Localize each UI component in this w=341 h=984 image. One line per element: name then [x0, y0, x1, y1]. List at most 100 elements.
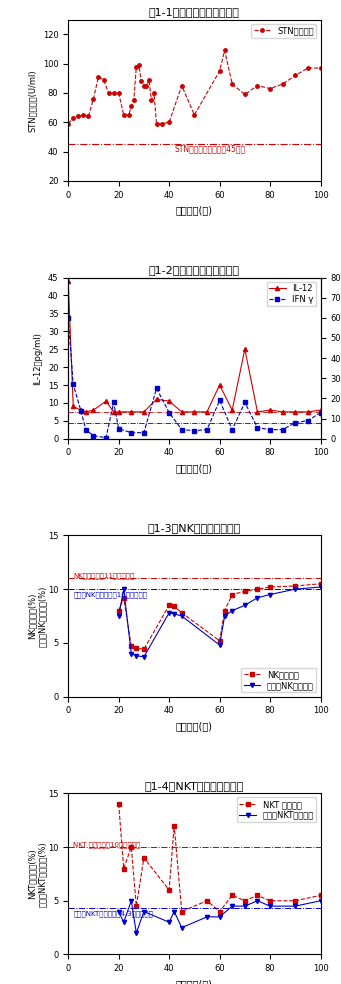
- NKT 細胞比率: [122, 863, 126, 875]
- 活性化NK細胞比率: [223, 610, 227, 622]
- Y-axis label: IL-12（pg/ml): IL-12（pg/ml): [33, 332, 42, 385]
- 活性化NK細胞比率: [180, 610, 184, 622]
- NKT 細胞比率: [318, 890, 323, 901]
- 活性化NKT細胞比率: [205, 911, 209, 923]
- IFN γ: [71, 379, 75, 391]
- 活性化NKT細胞比率: [268, 900, 272, 912]
- X-axis label: 治療期間(月): 治療期間(月): [176, 205, 213, 215]
- IFN γ: [112, 397, 116, 408]
- NK細胞比率: [129, 641, 133, 652]
- IFN γ: [192, 425, 196, 437]
- NK細胞比率: [268, 582, 272, 593]
- IFN γ: [306, 414, 310, 426]
- 活性化NKT細胞比率: [255, 894, 260, 906]
- IL-12: [117, 406, 121, 418]
- IL-12: [71, 400, 75, 412]
- NK細胞比率: [172, 600, 176, 612]
- X-axis label: 治療期間(月): 治療期間(月): [176, 979, 213, 984]
- NKT 細胞比率: [180, 905, 184, 917]
- IL-12: [293, 406, 297, 418]
- IL-12: [255, 406, 260, 418]
- IFN γ: [293, 416, 297, 428]
- 活性化NK細胞比率: [167, 607, 171, 619]
- IL-12: [205, 406, 209, 418]
- IFN γ: [129, 427, 133, 439]
- Line: NK細胞比率: NK細胞比率: [117, 582, 323, 651]
- 活性化NKT細胞比率: [243, 900, 247, 912]
- NKT 細胞比率: [218, 905, 222, 917]
- NK細胞比率: [223, 605, 227, 617]
- IFN γ: [230, 424, 234, 436]
- NK細胞比率: [122, 591, 126, 603]
- NKT 細胞比率: [243, 894, 247, 906]
- Line: IFN γ: IFN γ: [66, 316, 322, 440]
- NKT 細胞比率: [129, 841, 133, 853]
- NKT 細胞比率: [167, 884, 171, 895]
- NK細胞比率: [180, 607, 184, 619]
- 活性化NK細胞比率: [243, 599, 247, 611]
- IFN γ: [167, 406, 171, 418]
- IFN γ: [218, 395, 222, 406]
- Title: 図1-3　NK細胞比率の経過: 図1-3 NK細胞比率の経過: [148, 523, 241, 533]
- IL-12: [112, 406, 116, 418]
- IFN γ: [104, 432, 108, 444]
- 活性化NKT細胞比率: [172, 905, 176, 917]
- X-axis label: 治療期間(月): 治療期間(月): [176, 463, 213, 473]
- Y-axis label: STNコウケン(U/ml): STNコウケン(U/ml): [28, 69, 37, 132]
- 活性化NKT細胞比率: [129, 894, 133, 906]
- NK細胞比率: [218, 635, 222, 646]
- X-axis label: 治療期間(月): 治療期間(月): [176, 721, 213, 731]
- 活性化NK細胞比率: [117, 610, 121, 622]
- NK細胞比率: [230, 588, 234, 600]
- IFN γ: [154, 383, 159, 395]
- 活性化NKT細胞比率: [142, 905, 146, 917]
- NKT 細胞比率: [142, 852, 146, 864]
- 活性化NKT細胞比率: [122, 916, 126, 928]
- NKT 細胞比率: [134, 900, 138, 912]
- IL-12: [129, 406, 133, 418]
- NKT 細胞比率: [255, 890, 260, 901]
- IL-12: [192, 406, 196, 418]
- NK細胞比率: [243, 585, 247, 597]
- IFN γ: [318, 406, 323, 418]
- Line: IL-12: IL-12: [66, 279, 323, 414]
- Legend: NKT 細胞比率, 活性化NKT細胞比率: NKT 細胞比率, 活性化NKT細胞比率: [237, 797, 316, 823]
- Line: 活性化NK細胞比率: 活性化NK細胞比率: [117, 584, 323, 659]
- 活性化NKT細胞比率: [218, 911, 222, 923]
- IFN γ: [281, 424, 285, 436]
- IL-12: [142, 406, 146, 418]
- Line: 活性化NKT細胞比率: 活性化NKT細胞比率: [117, 898, 323, 935]
- Legend: STNコウケン: STNコウケン: [251, 24, 316, 37]
- 活性化NK細胞比率: [142, 651, 146, 663]
- 活性化NK細胞比率: [255, 591, 260, 603]
- NK細胞比率: [318, 578, 323, 589]
- IL-12: [154, 394, 159, 405]
- NKT 細胞比率: [293, 894, 297, 906]
- IL-12: [66, 276, 70, 287]
- IL-12: [268, 404, 272, 416]
- 活性化NKT細胞比率: [180, 922, 184, 934]
- Text: 活性化NKT細胞比率、4.3以上が良好: 活性化NKT細胞比率、4.3以上が良好: [73, 910, 153, 917]
- IFN γ: [142, 427, 146, 439]
- 活性化NKT細胞比率: [167, 916, 171, 928]
- NKT 細胞比率: [268, 894, 272, 906]
- Line: NKT 細胞比率: NKT 細胞比率: [117, 802, 323, 913]
- NKT 細胞比率: [230, 890, 234, 901]
- NK細胞比率: [134, 643, 138, 654]
- IL-12: [84, 406, 88, 418]
- IL-12: [281, 406, 285, 418]
- Text: NKT 細胞比率、10以上が良好: NKT 細胞比率、10以上が良好: [73, 841, 140, 847]
- IFN γ: [84, 424, 88, 436]
- NKT 細胞比率: [172, 820, 176, 831]
- Text: NK細胞比率、11以上が良好: NK細胞比率、11以上が良好: [73, 573, 134, 579]
- NK細胞比率: [142, 644, 146, 655]
- 活性化NK細胞比率: [134, 649, 138, 661]
- IFN γ: [91, 430, 95, 442]
- NK細胞比率: [117, 605, 121, 617]
- 活性化NK細胞比率: [293, 584, 297, 595]
- Y-axis label: NK細胞比率(%)
活性化NK細胞比率(%): NK細胞比率(%) 活性化NK細胞比率(%): [27, 585, 47, 646]
- 活性化NKT細胞比率: [318, 894, 323, 906]
- IL-12: [218, 379, 222, 391]
- 活性化NK細胞比率: [318, 582, 323, 593]
- Y-axis label: NKT細胞比率(%)
活性化NKT細胞比率(%): NKT細胞比率(%) 活性化NKT細胞比率(%): [27, 841, 47, 907]
